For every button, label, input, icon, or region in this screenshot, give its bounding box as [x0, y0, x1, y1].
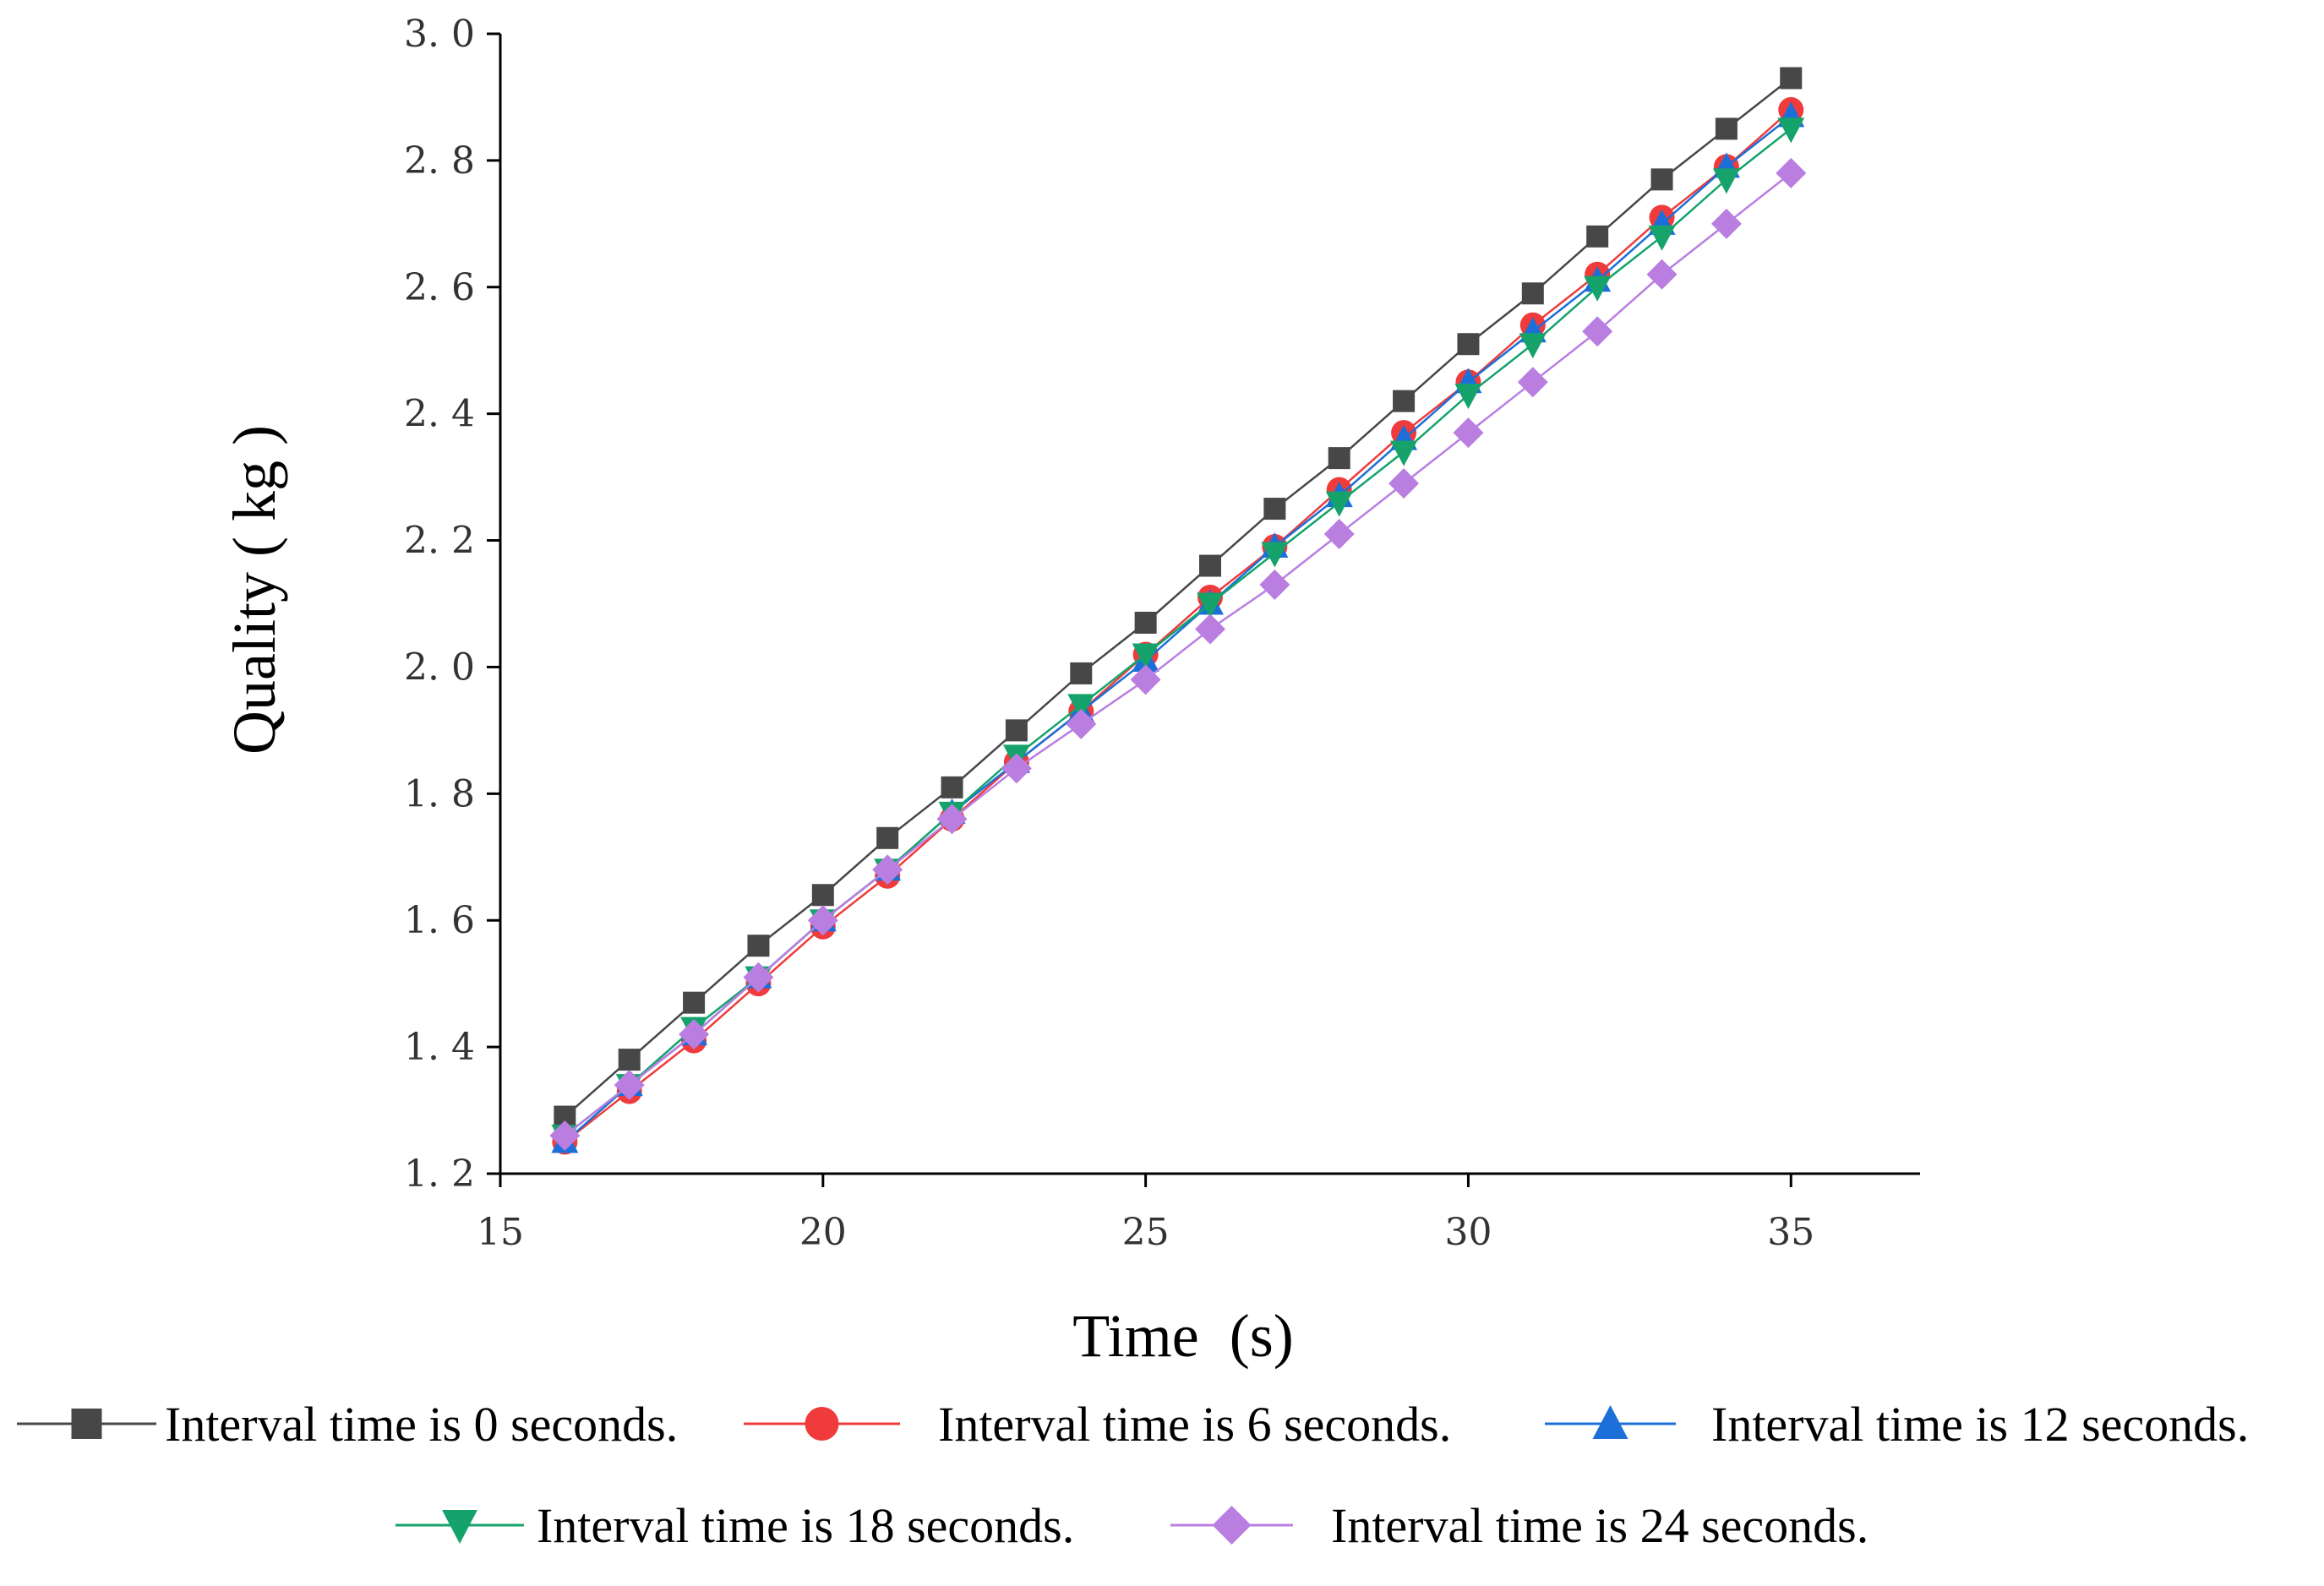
series-1 — [552, 96, 1804, 1155]
data-point — [679, 1019, 710, 1050]
data-point — [1328, 447, 1350, 470]
legend-label: Interval time is 18 seconds. — [537, 1498, 1074, 1553]
data-point — [1325, 491, 1353, 517]
data-point — [549, 1120, 581, 1152]
y-tick-label: 1. 2 — [404, 1153, 475, 1196]
y-axis-title: Quality ( kg ) — [221, 425, 288, 755]
legend: Interval time is 0 seconds. Interval time… — [17, 1397, 2249, 1553]
data-point — [1130, 664, 1161, 695]
x-tick-label: 25 — [1122, 1211, 1170, 1254]
axes: 15 20 25 30 35 1. 2 1. 4 1. 6 1. 8 2. 0 2. 2 2. 4 2… — [404, 13, 1920, 1254]
data-point — [743, 962, 774, 993]
data-point — [1582, 316, 1613, 347]
legend-marker — [71, 1409, 102, 1439]
y-tick-label: 2. 2 — [404, 520, 475, 563]
data-point — [1453, 417, 1484, 449]
data-point — [1134, 611, 1157, 634]
data-point — [614, 1070, 645, 1101]
data-point — [1195, 613, 1225, 645]
y-tick-label: 2. 6 — [404, 266, 475, 309]
y-ticks: 1. 2 1. 4 1. 6 1. 8 2. 0 2. 2 2. 4 2. 6 2. 8 3. 0 — [404, 13, 500, 1196]
data-point — [811, 884, 834, 907]
legend-item: Interval time is 24 seconds. — [1170, 1498, 1868, 1553]
data-point — [1715, 117, 1738, 140]
y-tick-label: 3. 0 — [404, 13, 475, 56]
data-point — [1199, 554, 1221, 577]
y-tick-label: 1. 8 — [404, 772, 475, 815]
data-point — [1519, 333, 1547, 359]
legend-item: Interval time is 6 seconds. — [744, 1397, 1451, 1452]
data-point — [1517, 367, 1548, 398]
y-tick-label: 1. 6 — [404, 899, 475, 942]
data-point — [1712, 168, 1740, 194]
x-tick-label: 15 — [477, 1211, 524, 1254]
series-line — [564, 172, 1792, 1137]
data-point — [1584, 275, 1612, 302]
data-point — [1454, 384, 1482, 410]
data-point — [1393, 390, 1416, 412]
data-point — [936, 804, 968, 835]
data-point — [1259, 570, 1290, 601]
data-point — [683, 991, 706, 1014]
legend-item: Interval time is 18 seconds. — [396, 1498, 1074, 1553]
data-point — [1648, 225, 1676, 251]
data-point — [747, 935, 770, 957]
data-point — [1197, 592, 1224, 619]
legend-marker — [1592, 1405, 1628, 1439]
legend-item: Interval time is 0 seconds. — [17, 1397, 678, 1452]
data-point — [1776, 157, 1807, 188]
data-point — [807, 905, 838, 936]
data-point — [1263, 498, 1286, 520]
data-point — [1067, 694, 1095, 720]
x-tick-label: 35 — [1767, 1211, 1814, 1254]
data-point — [1066, 708, 1097, 739]
data-point — [1001, 753, 1032, 784]
data-point — [1005, 719, 1028, 742]
x-axis-title: Time (s) — [1072, 1302, 1293, 1370]
data-point — [1323, 519, 1355, 550]
data-point — [1457, 333, 1480, 356]
legend-marker — [442, 1510, 477, 1544]
data-point — [1390, 440, 1418, 466]
legend-label: Interval time is 0 seconds. — [165, 1397, 678, 1452]
data-point — [1710, 208, 1742, 239]
data-point — [1777, 117, 1805, 144]
data-point — [1521, 282, 1544, 305]
data-point — [1586, 225, 1609, 248]
data-point — [618, 1049, 641, 1071]
data-point — [872, 854, 903, 886]
data-point — [1780, 67, 1803, 90]
data-point — [1650, 168, 1673, 191]
y-tick-label: 2. 4 — [404, 393, 475, 436]
legend-label: Interval time is 12 seconds. — [1711, 1397, 2249, 1452]
data-point — [1646, 259, 1678, 290]
y-tick-label: 2. 0 — [404, 646, 475, 689]
legend-marker — [1212, 1506, 1252, 1545]
legend-item: Interval time is 12 seconds. — [1545, 1397, 2249, 1452]
legend-label: Interval time is 6 seconds. — [938, 1397, 1451, 1452]
series-layer — [549, 67, 1807, 1155]
data-point — [876, 826, 899, 849]
series-0 — [554, 67, 1803, 1128]
legend-label: Interval time is 24 seconds. — [1331, 1498, 1868, 1553]
data-point — [1388, 468, 1420, 499]
x-tick-label: 30 — [1444, 1211, 1492, 1254]
data-point — [1132, 643, 1159, 669]
data-point — [1261, 542, 1289, 568]
y-tick-label: 2. 8 — [404, 139, 475, 183]
legend-marker — [805, 1407, 839, 1441]
x-ticks: 15 20 25 30 35 — [477, 1174, 1814, 1254]
x-tick-label: 20 — [799, 1211, 847, 1254]
y-tick-label: 1. 4 — [404, 1026, 475, 1069]
data-point — [1070, 662, 1093, 684]
series-4 — [549, 157, 1807, 1152]
data-point — [941, 776, 963, 798]
